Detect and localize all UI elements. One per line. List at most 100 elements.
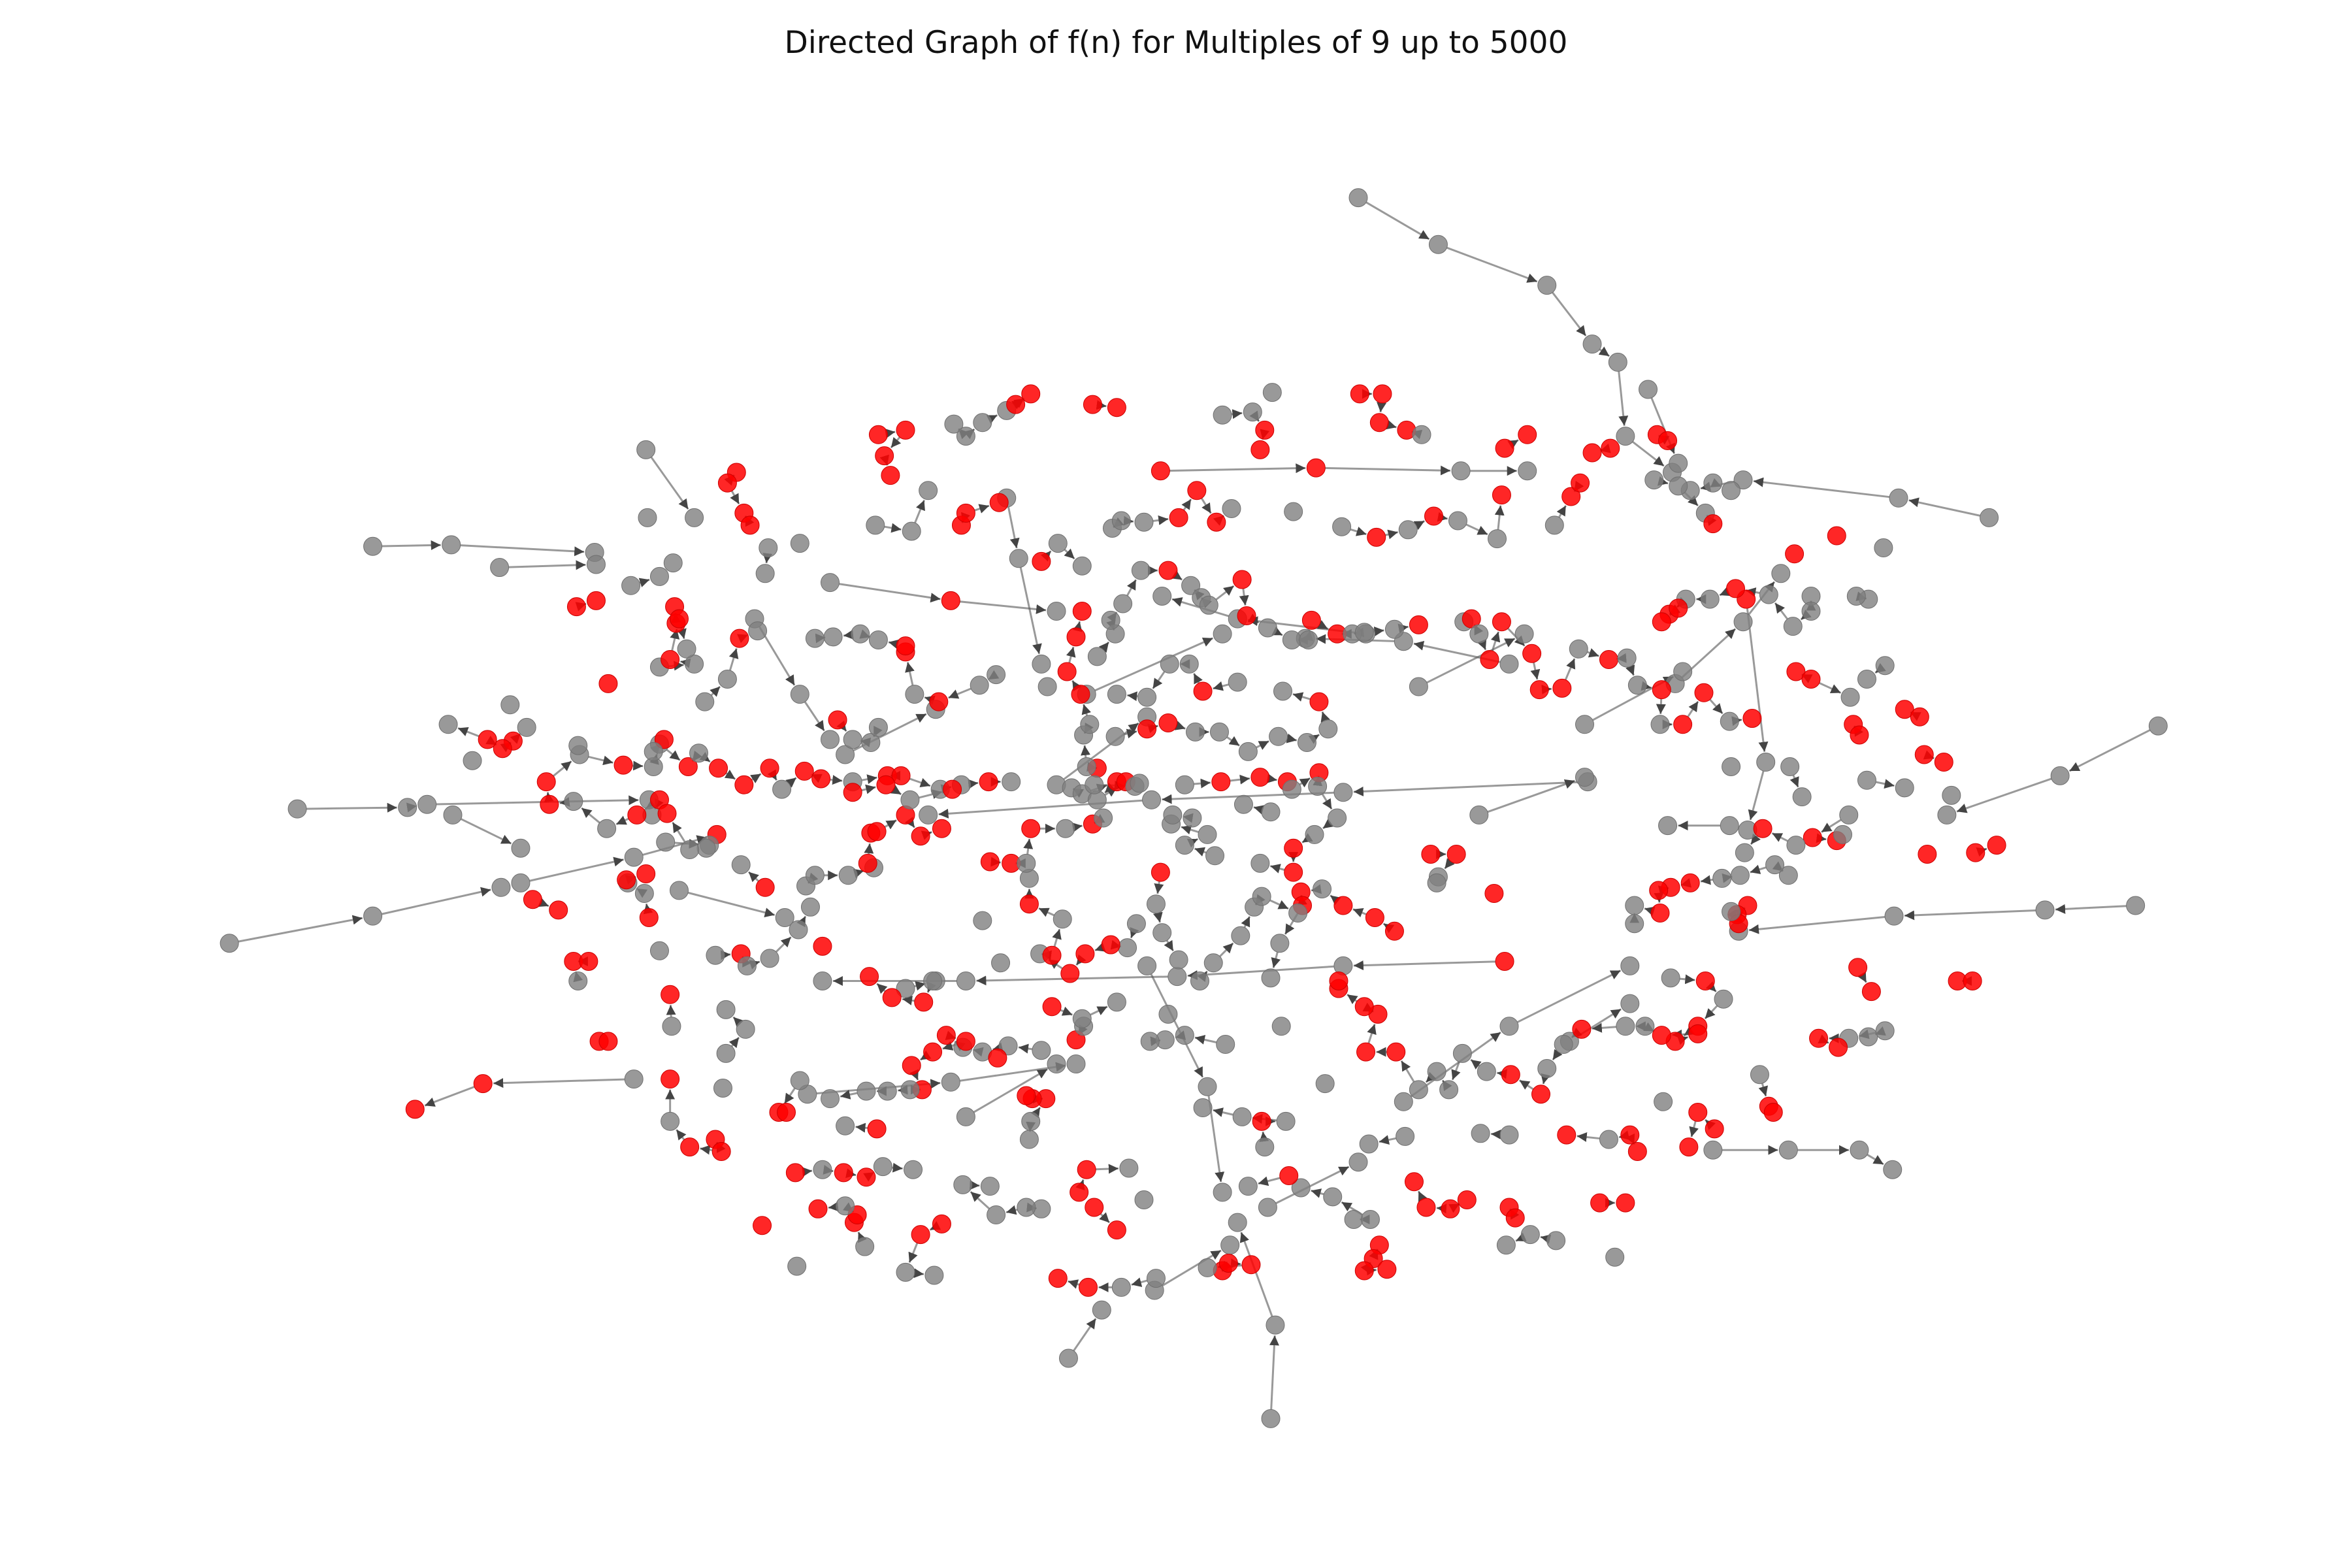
node-85	[1198, 1077, 1217, 1096]
highlight-node-446	[1232, 570, 1252, 589]
graph-edge-362	[1367, 1024, 1377, 1044]
graph-edge-184	[1099, 1212, 1111, 1224]
graph-edge-15	[238, 915, 363, 943]
highlight-node-151	[717, 473, 737, 493]
highlight-node-329	[598, 1032, 618, 1051]
node-278	[1344, 1209, 1364, 1229]
node-107	[1394, 1092, 1413, 1111]
node-118	[836, 745, 855, 764]
graph-edge-438	[1193, 673, 1203, 685]
graph-edge-188	[1005, 1205, 1018, 1215]
node-80	[1152, 586, 1172, 606]
graph-edge-147	[1874, 662, 1886, 674]
highlight-node-576	[1446, 844, 1466, 864]
graph-edge-78	[885, 429, 896, 438]
graph-edge-2	[1552, 291, 1587, 336]
graph-edge-222	[553, 760, 572, 777]
highlight-node-250	[1705, 1119, 1724, 1139]
node-574	[1722, 902, 1741, 921]
highlight-node-355	[678, 757, 698, 776]
graph-edge-432	[1256, 740, 1269, 750]
node-645	[868, 717, 888, 737]
graph-edge-65	[687, 891, 776, 918]
node-414	[838, 866, 858, 885]
graph-edge-291	[1066, 646, 1076, 663]
highlight-node-137	[1350, 384, 1369, 404]
highlight-node-471	[1673, 715, 1693, 734]
node-258	[1499, 1125, 1519, 1145]
node-618	[1209, 722, 1229, 742]
highlight-node-311	[834, 1163, 853, 1183]
node-103	[1409, 677, 1428, 696]
highlight-node-144	[1582, 443, 1602, 463]
highlight-node-272	[1416, 1198, 1436, 1217]
graph-edge-307	[1316, 620, 1329, 630]
node-559	[680, 840, 700, 860]
graph-edge-446	[888, 639, 900, 649]
node-582	[1238, 1177, 1258, 1196]
highlight-node-626	[1193, 681, 1213, 701]
node-8	[1669, 453, 1688, 473]
node-115	[1348, 1152, 1368, 1172]
graph-edge-88	[1249, 410, 1260, 422]
highlight-node-541	[923, 1042, 943, 1062]
graph-edge-92	[1386, 419, 1397, 430]
highlight-node-309	[785, 1163, 805, 1183]
highlight-node-398	[1075, 944, 1095, 964]
graph-edge-21	[460, 544, 585, 557]
node-445	[1199, 595, 1218, 615]
node-108	[1499, 1017, 1519, 1036]
node-381	[1308, 777, 1328, 796]
node-183	[1072, 556, 1092, 576]
highlight-node-646	[843, 783, 862, 802]
node-186	[1134, 512, 1154, 532]
highlight-node-219	[1669, 598, 1688, 618]
highlight-node-277	[1377, 1260, 1397, 1279]
highlight-node-158	[566, 597, 586, 617]
node-167	[677, 639, 696, 659]
node-430	[1077, 757, 1096, 776]
node-171	[748, 621, 768, 641]
highlight-node-519	[1329, 972, 1348, 990]
graph-edge-411	[1131, 1277, 1148, 1287]
graph-edge-331	[1771, 832, 1789, 842]
node-375	[1175, 775, 1194, 794]
node-641	[805, 629, 825, 648]
highlight-node-403	[1019, 894, 1039, 914]
highlight-node-245	[1809, 1028, 1829, 1048]
node-117	[1575, 768, 1594, 787]
graph-edge-26	[1073, 1318, 1097, 1352]
highlight-node-368	[979, 772, 998, 792]
graph-edge-189	[970, 1191, 990, 1210]
node-136	[1262, 383, 1282, 402]
highlight-node-200	[1561, 487, 1581, 506]
node-213	[1783, 617, 1803, 636]
highlight-node-221	[1786, 662, 1806, 681]
node-148	[1703, 473, 1723, 493]
node-124	[944, 414, 964, 434]
graph-edge-120	[1152, 515, 1169, 525]
highlight-node-131	[1107, 398, 1126, 417]
graph-edge-358	[1441, 1079, 1452, 1092]
highlight-node-298	[932, 1214, 951, 1233]
graph-edge-94	[1507, 439, 1519, 449]
node-495	[1661, 968, 1680, 988]
graph-edge-68	[1094, 637, 1214, 692]
graph-edge-10	[2055, 904, 2127, 914]
node-300	[896, 1262, 915, 1282]
node-247	[1750, 1065, 1769, 1085]
graph-edge-138	[1774, 602, 1788, 620]
graph-edge-52	[1007, 506, 1020, 549]
highlight-node-162	[598, 674, 618, 693]
graph-edge-211	[538, 898, 549, 907]
node-4	[1608, 352, 1627, 372]
highlight-node-166	[670, 609, 689, 629]
highlight-node-181	[1032, 551, 1051, 571]
highlight-node-647	[876, 775, 896, 794]
graph-edge-271	[902, 995, 915, 1005]
highlight-node-139	[1369, 413, 1389, 433]
node-502	[1635, 1017, 1655, 1036]
graph-edge-234	[830, 775, 843, 785]
highlight-node-220	[1652, 612, 1671, 632]
node-22	[491, 877, 511, 897]
